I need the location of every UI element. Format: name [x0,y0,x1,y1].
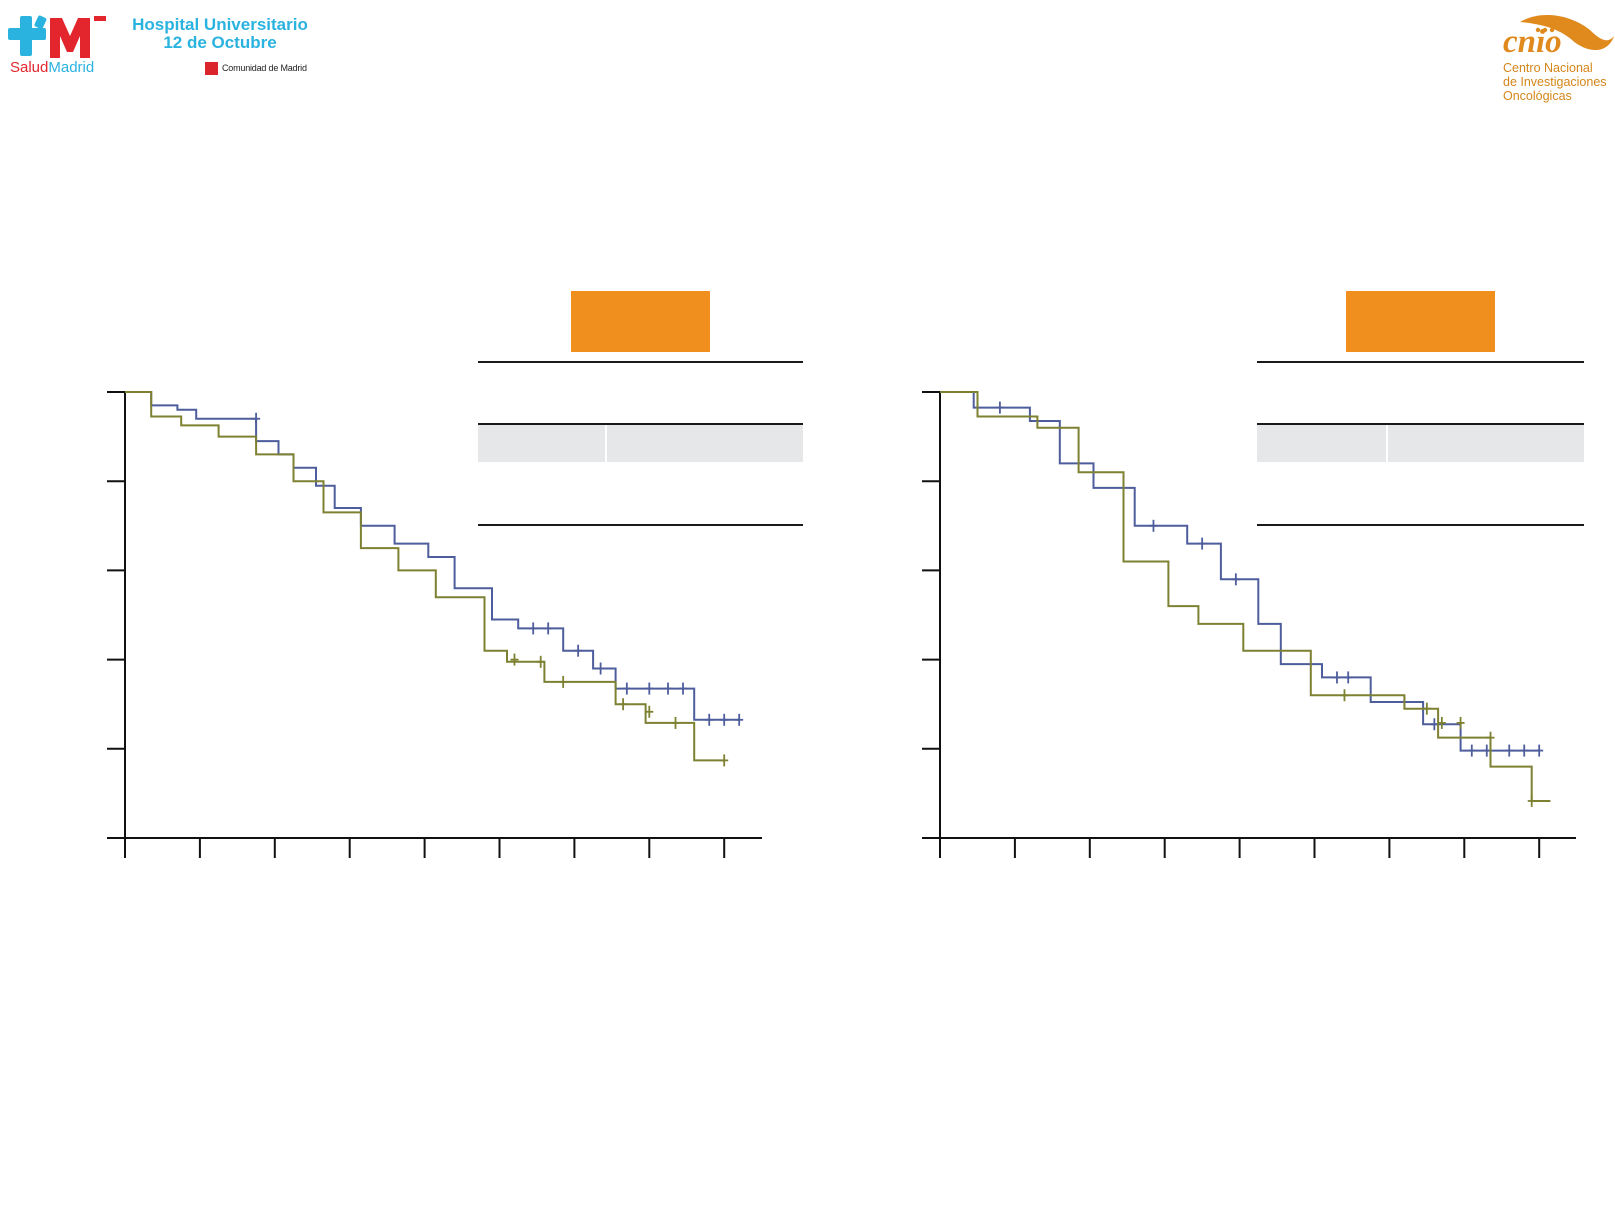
cnio-wordmark: cnio [1503,24,1562,60]
cnio-name-line2: de Investigaciones [1503,75,1607,89]
brand-madrid: Madrid [48,59,94,76]
cnio-swoosh-icon [1520,15,1614,51]
chart2-table-shaded-row [1257,425,1584,462]
chart1-series-1-line [125,391,740,721]
chart1-series-2-line [125,391,725,762]
chart1-table-bottom-rule [478,524,803,526]
svg-text:SaludMadrid: SaludMadrid [10,59,94,76]
hospital-name: Hospital Universitario 12 de Octubre [120,16,320,52]
hospital-name-line2: 12 de Octubre [163,33,277,52]
cnio-name-line1: Centro Nacional [1503,61,1593,75]
chart2-table-bottom-rule [1257,524,1584,526]
chart1-table-mid-rule [478,423,803,425]
brand-salud: Salud [10,59,48,76]
chart1-table-shaded-row [478,425,803,462]
hospital-name-line1: Hospital Universitario [132,15,308,34]
chart2-series-1-line [940,391,1540,752]
chart1-table-top-rule [478,361,803,363]
comunidad-label: Comunidad de Madrid [222,63,307,73]
chart2-series-2-line [940,391,1551,802]
salud-madrid-logo: SaludMadrid [8,15,106,76]
comunidad-flag-icon [205,61,218,75]
salud-madrid-cross-icon [8,15,47,56]
chart2-table-mid-rule [1257,423,1584,425]
cnio-name-line3: Oncológicas [1503,89,1572,103]
comunidad-de-madrid-logo: Comunidad de Madrid [205,61,307,75]
chart1-table-header [571,291,710,352]
chart2-table-top-rule [1257,361,1584,363]
chart2-table-header [1346,291,1495,352]
cnio-full-name: Centro Nacional de Investigaciones Oncol… [1503,61,1607,103]
chart2-table-column-divider [1386,425,1388,462]
madrid-m-icon [50,18,90,58]
chart1-table-column-divider [605,425,607,462]
